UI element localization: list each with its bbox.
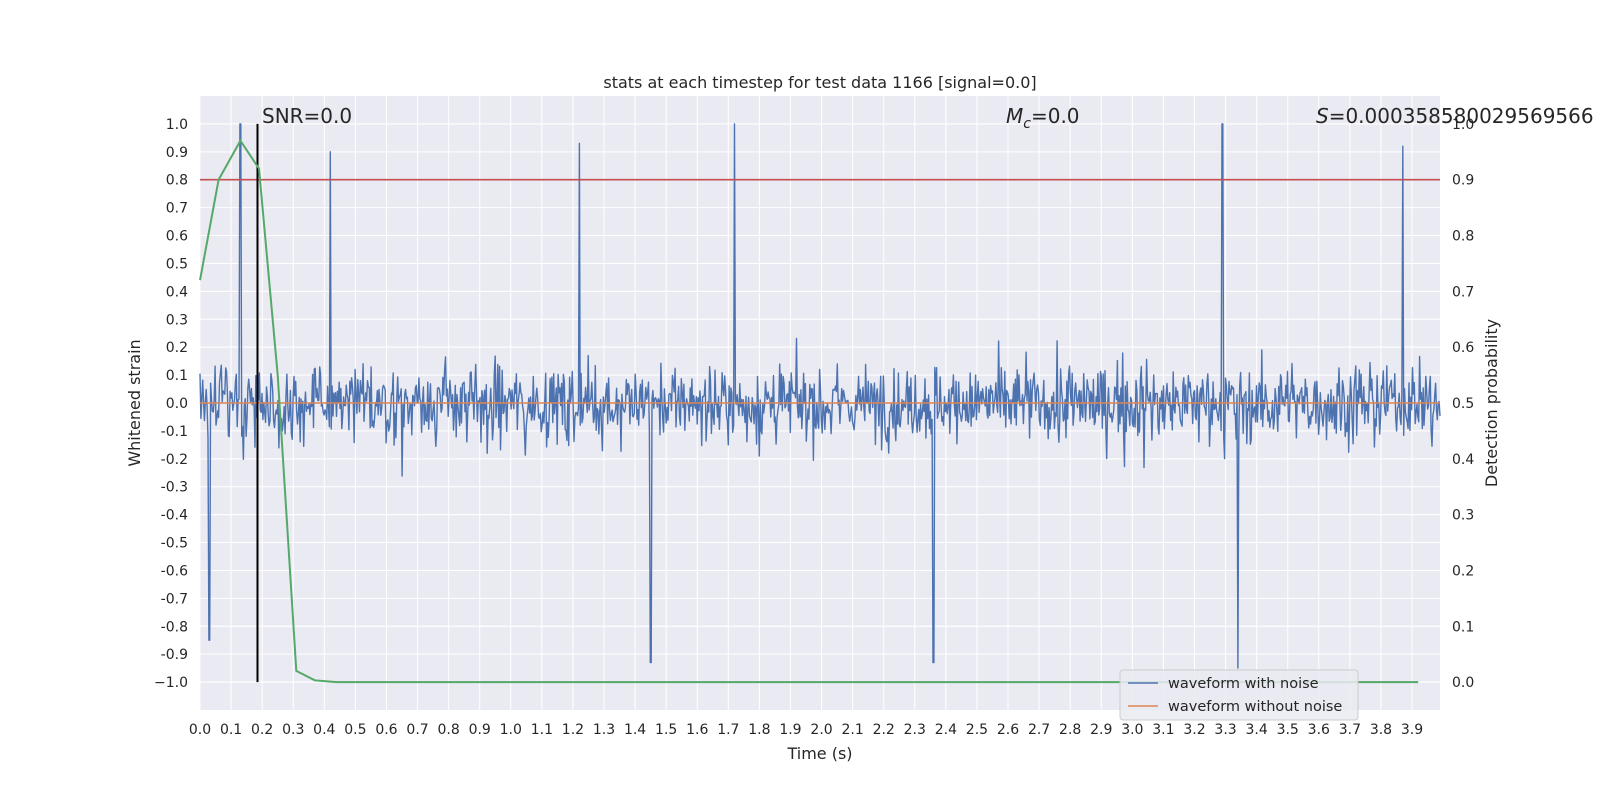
series-waveform-with-noise xyxy=(199,123,1441,669)
y2-tick-label: 0.9 xyxy=(1452,173,1474,189)
overlays xyxy=(199,123,1440,684)
x-tick-label: 0.9 xyxy=(469,722,491,738)
mc-value: =0.0 xyxy=(1031,104,1080,128)
x-tick-label: 2.9 xyxy=(1090,722,1112,738)
x-tick-label: 3.0 xyxy=(1121,722,1143,738)
y-tick-label: 0.8 xyxy=(166,173,188,189)
y2-tick-label: 0.1 xyxy=(1452,619,1474,635)
y-tick-label: -0.4 xyxy=(161,508,188,524)
x-tick-label: 2.4 xyxy=(935,722,957,738)
x-tick-label: 2.7 xyxy=(1028,722,1050,738)
y2-tick-label: 0.5 xyxy=(1452,396,1474,412)
x-tick-label: 0.0 xyxy=(189,722,211,738)
x-tick-label: 2.8 xyxy=(1059,722,1081,738)
x-tick-label: 0.4 xyxy=(313,722,335,738)
x-tick-label: 1.6 xyxy=(686,722,708,738)
y-tick-label: -0.7 xyxy=(161,591,188,607)
x-tick-label: 1.8 xyxy=(748,722,770,738)
legend: waveform with noise waveform without noi… xyxy=(1119,669,1359,721)
x-tick-label: 1.1 xyxy=(531,722,553,738)
x-ticks: 0.0 0.1 0.2 0.3 0.4 0.5 0.6 0.7 0.8 0.9 1.0 1.1 1.2 1… xyxy=(189,722,1423,738)
y2-ticks: 1.0 0.9 0.8 0.7 0.6 0.5 0.4 0.3 0.2 0.1 0.0 xyxy=(1452,117,1474,691)
y-ticks: 1.0 0.9 0.8 0.7 0.6 0.5 0.4 0.3 0.2 0.1 0.0 -0.1 -0.… xyxy=(154,117,188,691)
x-tick-label: 1.7 xyxy=(717,722,739,738)
mc-symbol: M xyxy=(1006,104,1023,128)
x-tick-label: 1.5 xyxy=(655,722,677,738)
y-tick-label: -0.3 xyxy=(161,480,188,496)
y2-tick-label: 0.7 xyxy=(1452,284,1474,300)
y-tick-label: 0.9 xyxy=(166,145,188,161)
legend-box xyxy=(1119,669,1359,721)
y-tick-label: -0.5 xyxy=(161,536,188,552)
y2-tick-label: 0.4 xyxy=(1452,452,1474,468)
x-tick-label: 3.5 xyxy=(1277,722,1299,738)
x-tick-label: 2.6 xyxy=(997,722,1019,738)
s-annotation: S=0.000358580029569566 xyxy=(1316,104,1594,128)
y2-tick-label: 1.0 xyxy=(1452,117,1474,133)
mc-annotation: Mc=0.0 xyxy=(1006,104,1080,132)
y-tick-label: 0.4 xyxy=(166,284,188,300)
snr-annotation: SNR=0.0 xyxy=(262,104,352,128)
x-tick-label: 2.0 xyxy=(810,722,832,738)
x-tick-label: 1.0 xyxy=(500,722,522,738)
y-tick-label: -0.2 xyxy=(161,452,188,468)
x-tick-label: 0.7 xyxy=(406,722,428,738)
x-tick-label: 3.7 xyxy=(1339,722,1361,738)
x-tick-label: 3.9 xyxy=(1401,722,1423,738)
x-tick-label: 2.1 xyxy=(841,722,863,738)
y-tick-label: -0.8 xyxy=(161,619,188,635)
chart-title: stats at each timestep for test data 116… xyxy=(603,73,1036,92)
y-tick-label: -0.9 xyxy=(161,647,188,663)
y-tick-label: 0.0 xyxy=(166,396,188,412)
y2-axis-label: Detection probability xyxy=(1482,319,1501,487)
x-tick-label: 1.4 xyxy=(624,722,646,738)
mc-subscript: c xyxy=(1023,116,1031,132)
x-tick-label: 0.1 xyxy=(220,722,242,738)
x-axis-label: Time (s) xyxy=(786,744,852,763)
x-tick-label: 2.2 xyxy=(873,722,895,738)
x-tick-label: 1.3 xyxy=(593,722,615,738)
x-tick-label: 3.6 xyxy=(1308,722,1330,738)
y-axis-label: Whitened strain xyxy=(125,339,144,466)
y2-tick-label: 0.6 xyxy=(1452,340,1474,356)
y-tick-label: 1.0 xyxy=(166,117,188,133)
y-tick-label: −1.0 xyxy=(154,675,188,691)
noise-waveform xyxy=(199,123,1441,669)
y-tick-label: 0.5 xyxy=(166,256,188,272)
x-tick-label: 0.6 xyxy=(375,722,397,738)
y-tick-label: 0.2 xyxy=(166,340,188,356)
y-tick-label: 0.3 xyxy=(166,312,188,328)
y2-tick-label: 0.8 xyxy=(1452,229,1474,245)
legend-label-clean: waveform without noise xyxy=(1168,699,1342,715)
y2-tick-label: 0.3 xyxy=(1452,508,1474,524)
y-tick-label: -0.6 xyxy=(161,563,188,579)
y-tick-label: 0.6 xyxy=(166,229,188,245)
x-tick-label: 0.8 xyxy=(437,722,459,738)
x-tick-label: 1.2 xyxy=(562,722,584,738)
y-tick-label: -0.1 xyxy=(161,424,188,440)
x-tick-label: 3.3 xyxy=(1214,722,1236,738)
s-symbol: S xyxy=(1316,104,1329,128)
y2-tick-label: 0.2 xyxy=(1452,563,1474,579)
series-detection-probability xyxy=(199,138,1419,684)
s-value: =0.000358580029569566 xyxy=(1329,104,1594,128)
x-tick-label: 2.3 xyxy=(904,722,926,738)
x-tick-label: 0.2 xyxy=(251,722,273,738)
x-tick-label: 3.2 xyxy=(1183,722,1205,738)
x-tick-label: 0.3 xyxy=(282,722,304,738)
legend-label-noise: waveform with noise xyxy=(1168,676,1319,692)
y-tick-label: 0.1 xyxy=(166,368,188,384)
x-tick-label: 3.1 xyxy=(1152,722,1174,738)
x-tick-label: 0.5 xyxy=(344,722,366,738)
x-tick-label: 3.8 xyxy=(1370,722,1392,738)
y2-tick-label: 0.0 xyxy=(1452,675,1474,691)
x-tick-label: 1.9 xyxy=(779,722,801,738)
x-tick-label: 2.5 xyxy=(966,722,988,738)
y-tick-label: 0.7 xyxy=(166,201,188,217)
x-tick-label: 3.4 xyxy=(1246,722,1268,738)
